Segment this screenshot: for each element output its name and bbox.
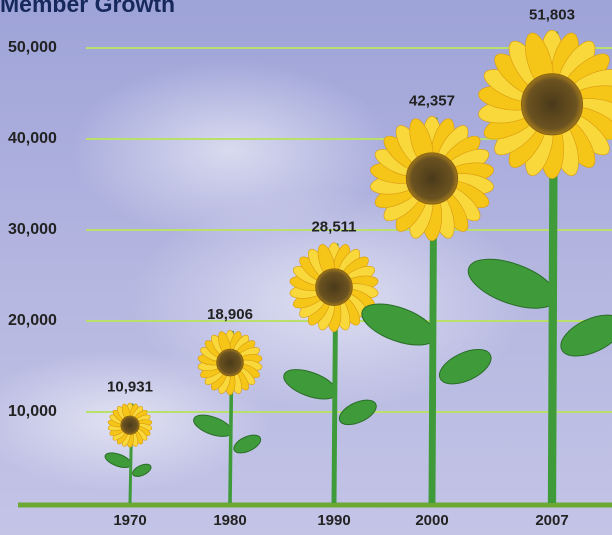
y-tick-label: 50,000 xyxy=(8,39,57,56)
chart-title: Member Growth xyxy=(0,0,175,17)
value-label: 28,511 xyxy=(311,219,356,236)
x-tick-label: 1980 xyxy=(213,512,246,529)
value-label: 18,906 xyxy=(207,306,253,323)
x-tick-label: 1970 xyxy=(113,512,146,529)
y-tick-label: 40,000 xyxy=(8,130,57,147)
chart: Member Growth 10,000 20,000 30,000 40,000 50… xyxy=(0,0,612,535)
y-tick-label: 20,000 xyxy=(8,312,57,329)
seed-disc xyxy=(217,349,244,376)
x-tick-label: 2000 xyxy=(415,512,448,529)
seed-disc xyxy=(121,416,139,434)
value-label: 10,931 xyxy=(107,378,153,395)
x-tick-label: 1990 xyxy=(317,512,350,529)
y-tick-label: 30,000 xyxy=(8,221,57,238)
value-label: 51,803 xyxy=(529,7,575,24)
seed-disc xyxy=(316,269,353,306)
x-tick-label: 2007 xyxy=(535,512,568,529)
seed-disc xyxy=(406,153,457,204)
y-tick-label: 10,000 xyxy=(8,403,57,420)
value-label: 42,357 xyxy=(409,93,455,110)
seed-disc xyxy=(521,74,582,135)
